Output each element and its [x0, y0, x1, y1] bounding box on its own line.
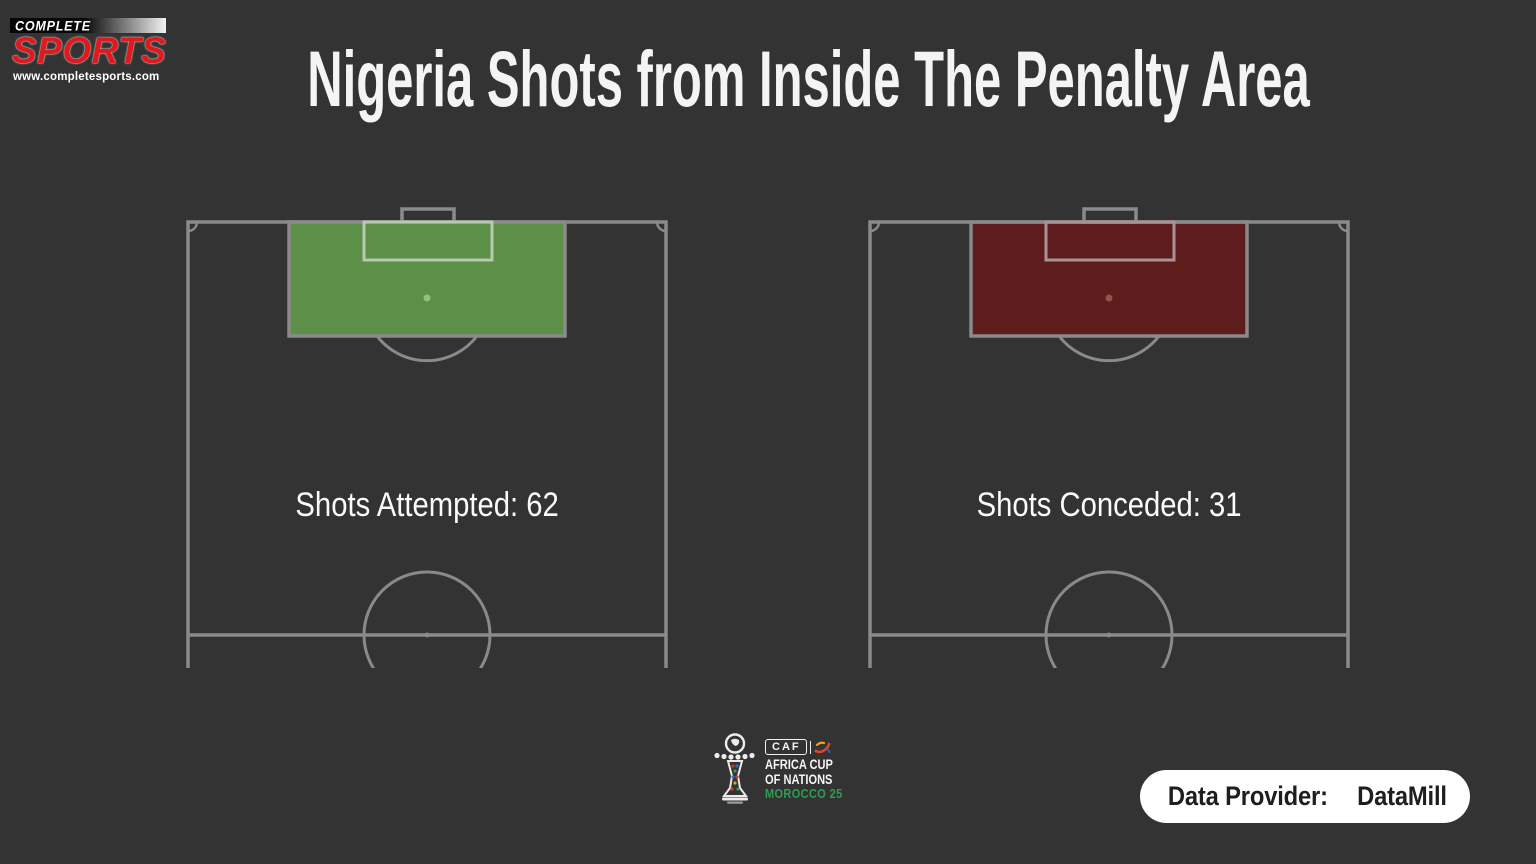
corner-arc-right	[1337, 221, 1349, 233]
corner-arc-right	[655, 221, 667, 233]
totalenergies-icon	[814, 741, 831, 754]
goal-box	[400, 207, 456, 224]
center-spot	[1106, 632, 1112, 638]
data-provider-label: Data Provider:	[1167, 781, 1328, 811]
pitch-shots-conceded: Shots Conceded: 31	[868, 206, 1350, 668]
afcon-line3: MOROCCO 25	[765, 786, 843, 802]
center-spot	[424, 632, 430, 638]
shots-attempted-label: Shots Attempted: 62	[295, 486, 559, 524]
goal-box	[1082, 207, 1138, 224]
completesports-website-text: www.completesports.com	[13, 71, 160, 83]
penalty-spot	[1105, 294, 1113, 302]
shots-conceded-label: Shots Conceded: 31	[976, 486, 1242, 524]
half-pitch-diagram	[186, 207, 668, 668]
six-yard-box	[362, 220, 494, 262]
completesports-logo-bar: COMPLETE	[10, 18, 166, 33]
center-circle	[362, 570, 492, 668]
data-provider-badge: Data Provider: DataMill	[1140, 770, 1470, 823]
afcon-logo: CAF AFRICA CUP OF NATIONS MOROCCO 25	[712, 732, 857, 804]
afcon-line2: OF NATIONS	[765, 771, 833, 787]
divider	[809, 740, 812, 754]
six-yard-box	[1044, 220, 1176, 262]
penalty-area-fill	[971, 222, 1247, 336]
penalty-spot	[423, 294, 431, 302]
completesports-logo-main-text: SPORTS	[12, 30, 167, 71]
pitch-shots-attempted: Shots Attempted: 62	[186, 206, 668, 668]
penalty-arc	[1057, 335, 1161, 363]
page-title: Nigeria Shots from Inside The Penalty Ar…	[307, 34, 1310, 123]
penalty-arc	[375, 335, 479, 363]
half-pitch-diagram	[868, 207, 1350, 668]
completesports-logo: COMPLETE SPORTS www.completesports.com	[10, 8, 180, 83]
data-provider-value: DataMill	[1357, 781, 1448, 811]
center-circle	[1044, 570, 1174, 668]
afcon-logo-text: CAF AFRICA CUP OF NATIONS MOROCCO 25	[765, 732, 857, 802]
afcon-line1: AFRICA CUP	[765, 757, 833, 773]
penalty-area-fill	[289, 222, 565, 336]
completesports-logo-top-text: COMPLETE	[15, 17, 91, 34]
caf-wordmark: CAF	[765, 739, 807, 756]
corner-arc-left	[869, 221, 881, 233]
corner-arc-left	[187, 221, 199, 233]
afcon-trophy-icon	[714, 733, 755, 804]
caf-row: CAF	[765, 739, 857, 756]
